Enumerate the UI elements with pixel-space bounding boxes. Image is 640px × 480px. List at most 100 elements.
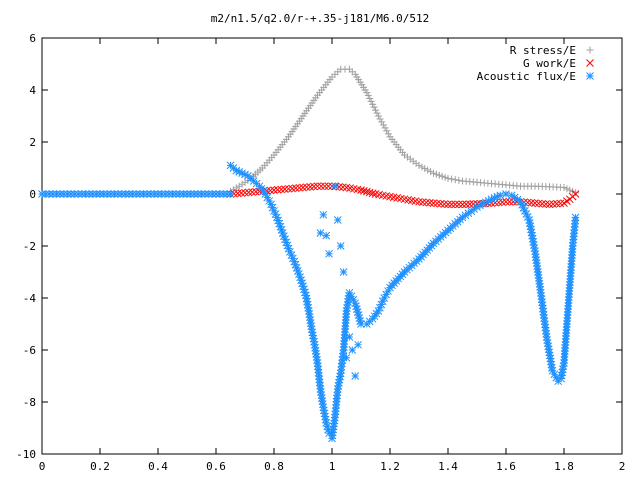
data-point bbox=[374, 112, 382, 120]
x-tick-label: 0.8 bbox=[264, 460, 284, 473]
data-point bbox=[369, 100, 377, 108]
data-point bbox=[381, 124, 389, 132]
data-point bbox=[237, 189, 246, 197]
data-point bbox=[415, 161, 423, 169]
y-tick-label: 2 bbox=[29, 136, 36, 149]
data-point bbox=[233, 189, 242, 198]
data-point bbox=[322, 231, 331, 240]
data-point bbox=[378, 118, 386, 126]
data-point bbox=[324, 182, 333, 191]
ticks-layer: 0 0.2 0.4 0.6 0.8 1 1.2 1.4 1.6 1.8 2 6 4 2 0 -2 -4 -6 -8 -… bbox=[16, 32, 625, 473]
data-point bbox=[528, 231, 536, 240]
legend-label: R stress/E bbox=[510, 44, 576, 57]
data-point bbox=[549, 200, 557, 208]
data-point bbox=[427, 168, 435, 176]
data-point bbox=[531, 199, 539, 207]
legend-swatch bbox=[586, 46, 594, 54]
data-point bbox=[426, 198, 434, 207]
y-tick-label: -8 bbox=[23, 396, 36, 409]
data-point bbox=[379, 121, 387, 129]
y-tick-label: 4 bbox=[29, 84, 36, 97]
data-point bbox=[201, 190, 209, 198]
marks-layer bbox=[38, 65, 580, 443]
data-point bbox=[319, 210, 328, 219]
data-point bbox=[317, 182, 325, 191]
data-point bbox=[441, 173, 449, 181]
data-point bbox=[56, 190, 64, 198]
data-point bbox=[78, 190, 86, 198]
data-point bbox=[277, 185, 286, 194]
data-point bbox=[310, 182, 318, 191]
data-point bbox=[230, 189, 238, 198]
data-point bbox=[165, 190, 173, 198]
x-tick-label: 1.2 bbox=[380, 460, 400, 473]
data-point bbox=[345, 333, 354, 341]
data-point bbox=[295, 183, 304, 192]
data-point bbox=[229, 186, 237, 194]
data-point bbox=[366, 94, 374, 102]
y-tick-label: 0 bbox=[29, 188, 36, 201]
data-point bbox=[444, 174, 452, 182]
data-point bbox=[270, 186, 278, 194]
data-point bbox=[429, 199, 438, 207]
data-point bbox=[175, 190, 184, 198]
data-point bbox=[215, 190, 224, 198]
data-point bbox=[502, 190, 510, 198]
x-tick-label: 1 bbox=[329, 460, 336, 473]
data-point bbox=[415, 197, 423, 206]
data-point bbox=[372, 106, 379, 114]
data-point bbox=[462, 200, 470, 209]
data-point bbox=[572, 189, 580, 197]
data-point bbox=[288, 184, 296, 193]
data-point bbox=[566, 186, 574, 194]
data-point bbox=[241, 188, 249, 197]
data-point bbox=[542, 200, 550, 208]
y-tick-label: -6 bbox=[23, 344, 36, 357]
data-point bbox=[444, 200, 452, 209]
data-point bbox=[436, 199, 445, 208]
data-point bbox=[370, 103, 378, 111]
data-point bbox=[432, 170, 440, 178]
data-point bbox=[430, 169, 437, 177]
x-tick-label: 1.6 bbox=[496, 460, 516, 473]
x-tick-label: 0.4 bbox=[148, 460, 168, 473]
data-point bbox=[244, 188, 253, 197]
data-point bbox=[362, 187, 371, 196]
data-point bbox=[136, 190, 144, 198]
data-point bbox=[325, 249, 333, 258]
data-point bbox=[146, 190, 155, 198]
data-point bbox=[502, 197, 510, 206]
data-point bbox=[252, 187, 260, 196]
data-point bbox=[339, 268, 348, 276]
data-point bbox=[545, 200, 554, 209]
data-point bbox=[556, 199, 565, 208]
data-point bbox=[571, 213, 580, 222]
data-point bbox=[418, 163, 426, 171]
y-tick-label: -10 bbox=[16, 448, 36, 461]
data-point bbox=[367, 97, 375, 105]
data-point bbox=[313, 182, 322, 191]
x-tick-label: 1.8 bbox=[554, 460, 574, 473]
data-point bbox=[299, 183, 307, 192]
data-point bbox=[528, 234, 537, 243]
data-point bbox=[421, 165, 429, 173]
data-point bbox=[59, 190, 68, 198]
data-point bbox=[107, 190, 115, 198]
x-tick-label: 0.6 bbox=[206, 460, 226, 473]
data-point bbox=[360, 187, 368, 195]
data-point bbox=[368, 189, 377, 198]
data-point bbox=[45, 190, 54, 198]
data-point bbox=[383, 127, 391, 135]
data-point bbox=[52, 190, 61, 198]
data-point bbox=[527, 198, 536, 207]
data-point bbox=[496, 191, 505, 200]
data-point bbox=[543, 336, 551, 344]
data-point bbox=[357, 186, 365, 194]
data-point bbox=[363, 89, 371, 97]
data-point bbox=[451, 200, 460, 209]
x-tick-label: 1.4 bbox=[438, 460, 458, 473]
data-point bbox=[364, 92, 372, 100]
data-point bbox=[520, 207, 529, 215]
